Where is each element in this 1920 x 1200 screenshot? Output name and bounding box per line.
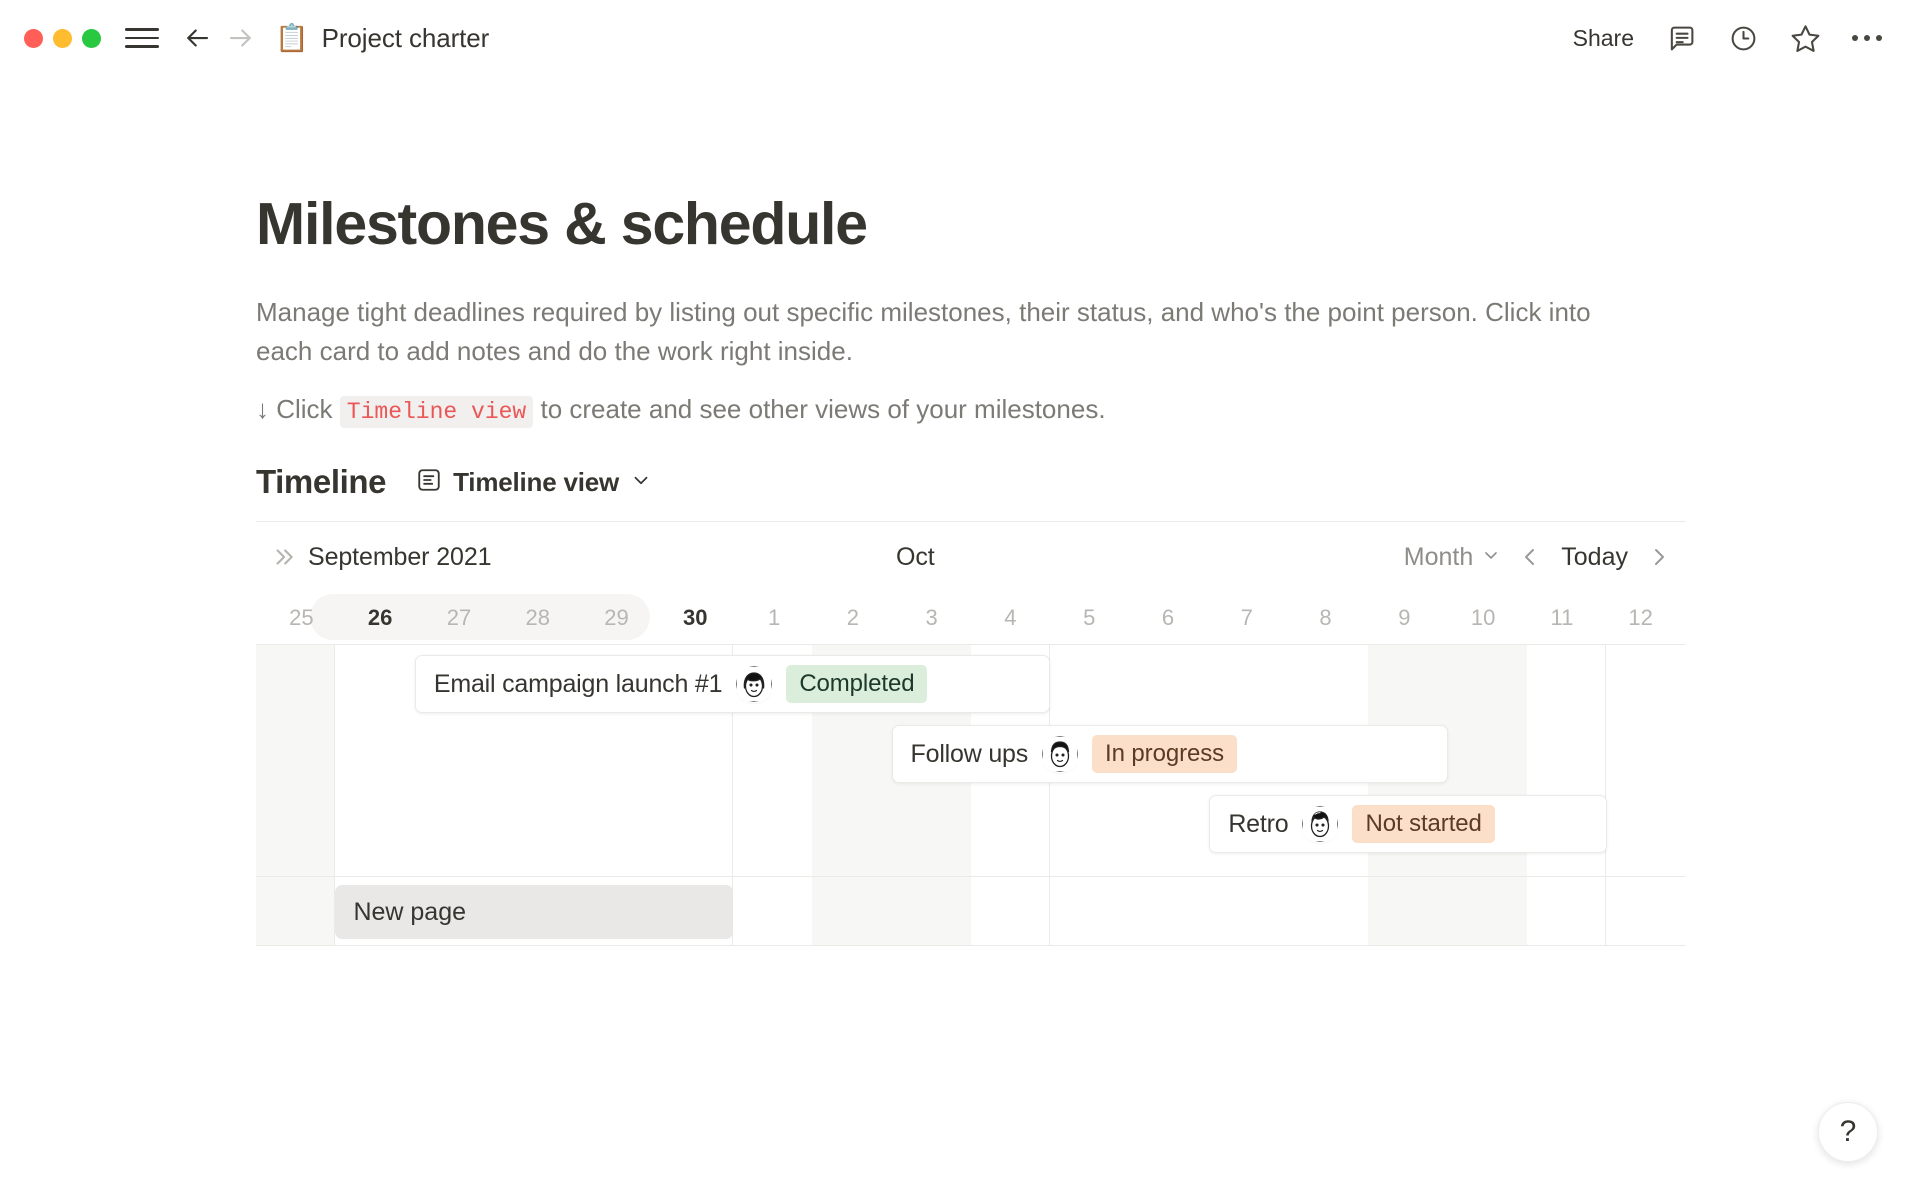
avatar-long-hair-icon (736, 666, 773, 703)
day-cell-5[interactable]: 5 (1083, 605, 1096, 631)
grid-column-4 (971, 877, 1050, 945)
day-cell-3[interactable]: 3 (925, 605, 938, 631)
tab-timeline-view[interactable]: Timeline view (412, 464, 656, 501)
day-cell-11[interactable]: 11 (1550, 605, 1574, 631)
status-badge: Completed (786, 665, 928, 704)
page-title: Project charter (321, 22, 490, 53)
grid-column-10 (1447, 877, 1527, 946)
timeline-block: September 2021 Oct Month (256, 521, 1686, 947)
timeline-grid: Email campaign launch #1 Completed Follow … (256, 644, 1686, 877)
day-cell-29[interactable]: 29 (604, 605, 629, 631)
hint-line: ↓ Click Timeline view to create and see … (256, 390, 1720, 430)
hint-prefix: ↓ Click (256, 393, 333, 424)
comment-icon[interactable] (1664, 21, 1698, 55)
grid-column-11 (1527, 877, 1606, 945)
clock-icon[interactable] (1726, 21, 1760, 55)
hint-suffix: to create and see other views of your mi… (540, 393, 1106, 424)
day-cell-6[interactable]: 6 (1161, 605, 1175, 631)
timeline-newpage-row: New page (256, 876, 1686, 947)
timeline-toolbar: September 2021 Oct Month (256, 522, 1686, 592)
chevron-left-icon[interactable] (1509, 536, 1551, 578)
day-cell-2[interactable]: 2 (846, 605, 859, 631)
day-cell-26[interactable]: 26 (367, 605, 393, 631)
timeline-bar-title: Follow ups (910, 739, 1029, 768)
section-title: Timeline (256, 463, 387, 501)
status-badge: In progress (1092, 735, 1238, 774)
chevron-right-icon[interactable] (1638, 536, 1680, 578)
grid-column-1 (733, 877, 812, 945)
timeline-controls: Month Today (1396, 536, 1686, 578)
timeline-bar[interactable]: Email campaign launch #1 Completed (414, 655, 1051, 714)
inline-code-timeline-view: Timeline view (339, 395, 534, 428)
day-cell-1[interactable]: 1 (767, 605, 781, 631)
timeline-bar-title: Email campaign launch #1 (433, 669, 723, 698)
grid-column-25 (256, 645, 336, 877)
chevrons-right-icon[interactable] (270, 544, 296, 570)
day-cell-27[interactable]: 27 (446, 605, 472, 631)
timeline-month-secondary: Oct (896, 542, 935, 571)
timeline-bars: Email campaign launch #1 Completed Follow … (256, 645, 1686, 876)
avatar-short-hair-icon (1042, 736, 1079, 773)
day-cell-30[interactable]: 30 (683, 605, 708, 631)
day-cell-12[interactable]: 12 (1628, 605, 1653, 631)
titlebar: 📋 Project charter Share (0, 0, 1920, 76)
grid-column-12 (1606, 877, 1685, 945)
timeline-columns-newpage (256, 877, 1686, 946)
timeline-bar-title: Retro (1228, 809, 1289, 838)
day-cell-9[interactable]: 9 (1398, 605, 1411, 631)
day-cell-7[interactable]: 7 (1240, 605, 1253, 631)
grid-column-7 (1209, 877, 1288, 945)
grid-column-6 (1130, 877, 1209, 945)
section-header: Timeline Timeline view (256, 463, 1720, 501)
traffic-lights (24, 28, 101, 48)
breadcrumb[interactable]: 📋 Project charter (275, 23, 489, 54)
grid-column-8 (1289, 877, 1368, 945)
day-cell-28[interactable]: 28 (525, 605, 550, 631)
timeline-bar[interactable]: Follow ups In progress (891, 725, 1448, 784)
scale-label: Month (1403, 542, 1474, 571)
page-content: Milestones & schedule Manage tight deadl… (0, 76, 1920, 947)
minimize-window-button[interactable] (53, 28, 72, 48)
clipboard-icon: 📋 (275, 22, 309, 53)
chevron-down-icon (1481, 543, 1501, 572)
chevron-down-icon (630, 469, 652, 496)
close-window-button[interactable] (24, 28, 43, 48)
new-page-label: New page (353, 897, 467, 926)
maximize-window-button[interactable] (82, 28, 101, 48)
today-button[interactable]: Today (1561, 542, 1628, 571)
day-cell-10[interactable]: 10 (1470, 605, 1496, 631)
tab-label: Timeline view (453, 466, 620, 497)
hamburger-icon[interactable] (125, 23, 159, 53)
grid-column-25 (256, 877, 336, 946)
star-icon[interactable] (1788, 21, 1822, 55)
page-description: Manage tight deadlines required by listi… (256, 296, 1591, 367)
arrow-left-icon[interactable] (175, 16, 219, 60)
arrow-right-icon[interactable] (219, 16, 263, 60)
day-cell-8[interactable]: 8 (1319, 605, 1332, 631)
help-button[interactable]: ? (1818, 1102, 1878, 1162)
day-cells: 25 26 27 28 29 30 1 2 3 4 5 6 7 8 9 10 11 12 (262, 592, 1680, 644)
status-badge: Not started (1352, 805, 1495, 844)
day-cell-4[interactable]: 4 (1004, 605, 1017, 631)
avatar-curly-hair-icon (1302, 806, 1339, 843)
grid-column-5 (1050, 877, 1129, 945)
grid-column-2 (812, 877, 892, 946)
grid-column-3 (891, 877, 971, 946)
grid-column-9 (1368, 877, 1448, 946)
timeline-month-primary: September 2021 (308, 542, 492, 571)
timeline-view-icon (416, 467, 442, 498)
share-button[interactable]: Share (1572, 24, 1634, 51)
timeline-date-strip: 25 26 27 28 29 30 1 2 3 4 5 6 7 8 9 10 11 12 (256, 592, 1686, 644)
more-horizontal-icon[interactable] (1850, 21, 1884, 55)
day-cell-25[interactable]: 25 (289, 605, 314, 631)
new-page-bar[interactable]: New page (335, 885, 733, 940)
timeline-scale-select[interactable]: Month (1396, 539, 1509, 576)
titlebar-actions: Share (1571, 21, 1884, 56)
timeline-bar[interactable]: Retro Not started (1209, 795, 1607, 854)
page-heading: Milestones & schedule (256, 191, 868, 257)
current-week-highlight (310, 594, 650, 641)
